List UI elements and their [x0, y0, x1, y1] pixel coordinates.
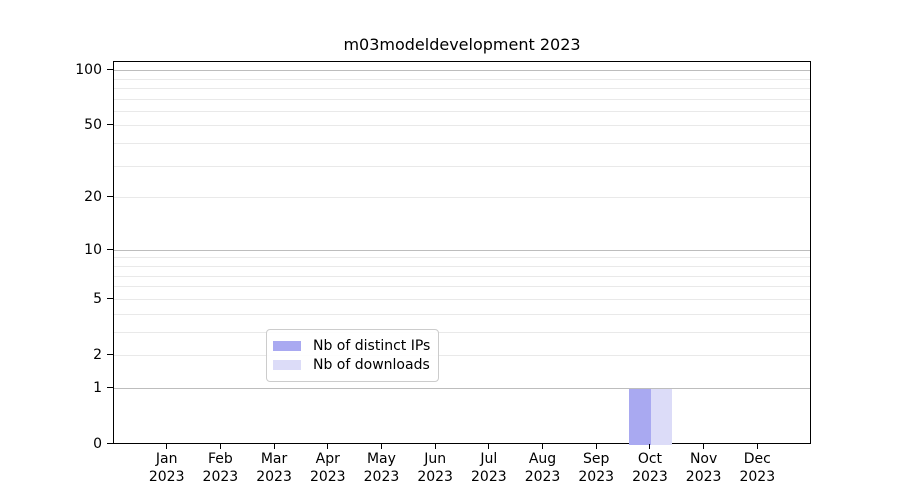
gridline-major-1: [114, 387, 810, 389]
gridline-minor-70: [114, 98, 810, 100]
y-tick-label-0: 0: [93, 436, 102, 452]
legend: Nb of distinct IPs Nb of downloads: [266, 329, 440, 382]
x-tick-label-oct-2023: Oct 2023: [632, 451, 668, 485]
x-tick-mark-mar-2023: [273, 444, 275, 449]
x-tick-label-sep-2023: Sep 2023: [578, 451, 615, 485]
y-tick-mark-100: [107, 69, 113, 71]
y-tick-label-5: 5: [93, 290, 102, 307]
x-tick-mark-jun-2023: [434, 444, 436, 449]
x-tick-label-jun-2023: Jun 2023: [417, 451, 453, 485]
y-tick-label-10: 10: [84, 241, 102, 258]
x-tick-mark-dec-2023: [756, 444, 758, 449]
x-tick-label-dec-2023: Dec 2023: [739, 451, 776, 485]
plot-area: [113, 61, 811, 445]
legend-row-1: Nb of downloads: [273, 355, 430, 374]
legend-label: Nb of downloads: [313, 356, 430, 373]
chart-title: m03modeldevelopment 2023: [343, 35, 581, 54]
bar-nb-of-downloads-oct-2023: [650, 388, 673, 445]
x-tick-label-nov-2023: Nov 2023: [685, 451, 722, 485]
legend-patch-icon: [273, 340, 301, 351]
gridline-major-100: [114, 70, 810, 72]
x-tick-mark-jul-2023: [488, 444, 490, 449]
x-tick-mark-may-2023: [380, 444, 382, 449]
gridline-minor-90: [114, 78, 810, 80]
gridline-minor-4: [114, 313, 810, 315]
gridline-minor-6: [114, 286, 810, 288]
legend-row-0: Nb of distinct IPs: [273, 336, 430, 355]
x-tick-label-mar-2023: Mar 2023: [256, 451, 292, 485]
gridline-minor-50: [114, 125, 810, 127]
gridline-minor-30: [114, 165, 810, 167]
x-tick-mark-feb-2023: [219, 444, 221, 449]
x-tick-label-apr-2023: Apr 2023: [309, 451, 346, 485]
gridline-major-10: [114, 249, 810, 251]
y-tick-mark-50: [107, 124, 113, 126]
y-tick-mark-2: [107, 353, 113, 355]
y-tick-label-100: 100: [75, 62, 102, 79]
gridline-minor-80: [114, 87, 810, 89]
gridline-minor-9: [114, 257, 810, 259]
gridline-minor-40: [114, 143, 810, 145]
y-tick-mark-5: [107, 297, 113, 299]
x-tick-mark-apr-2023: [327, 444, 329, 449]
x-tick-mark-nov-2023: [703, 444, 705, 449]
x-tick-mark-oct-2023: [649, 444, 651, 449]
gridline-minor-7: [114, 275, 810, 277]
y-tick-label-20: 20: [84, 189, 102, 206]
legend-label: Nb of distinct IPs: [313, 337, 431, 354]
y-tick-mark-10: [107, 248, 113, 250]
x-tick-label-jul-2023: Jul 2023: [471, 451, 507, 485]
gridline-minor-3: [114, 331, 810, 333]
gridline-minor-20: [114, 197, 810, 199]
x-tick-label-may-2023: May 2023: [363, 451, 400, 485]
gridline-minor-8: [114, 265, 810, 267]
x-tick-mark-sep-2023: [595, 444, 597, 449]
y-tick-mark-20: [107, 196, 113, 198]
x-tick-label-jan-2023: Jan 2023: [148, 451, 185, 485]
gridline-minor-60: [114, 110, 810, 112]
y-tick-mark-0: [107, 443, 113, 444]
y-tick-label-1: 1: [93, 379, 102, 396]
x-tick-mark-jan-2023: [166, 444, 168, 449]
x-tick-label-aug-2023: Aug 2023: [524, 451, 561, 485]
legend-patch-icon: [273, 359, 301, 370]
x-tick-label-feb-2023: Feb 2023: [202, 451, 239, 485]
y-tick-label-2: 2: [93, 346, 102, 363]
x-tick-mark-aug-2023: [542, 444, 544, 449]
y-tick-label-50: 50: [84, 117, 102, 134]
gridline-minor-5: [114, 298, 810, 300]
bar-nb-of-distinct-ips-oct-2023: [629, 388, 651, 445]
gridline-minor-2: [114, 354, 810, 356]
y-tick-mark-1: [107, 386, 113, 388]
